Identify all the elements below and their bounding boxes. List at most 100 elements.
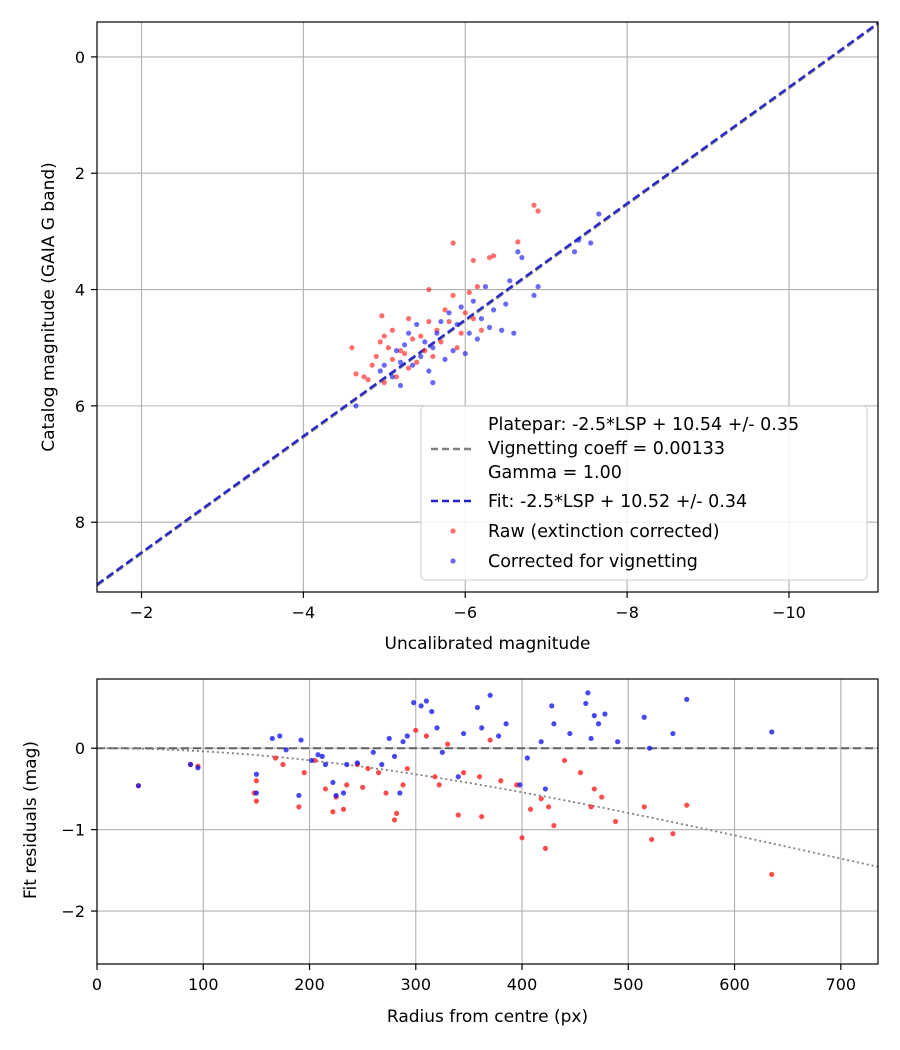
corrected-point xyxy=(283,747,289,753)
raw-point xyxy=(253,778,259,784)
corrected-point xyxy=(602,711,608,717)
raw-point xyxy=(454,345,460,351)
corrected-point xyxy=(187,761,194,768)
corrected-point xyxy=(277,733,283,739)
raw-point xyxy=(438,339,444,345)
raw-point xyxy=(369,362,375,368)
corrected-point xyxy=(531,292,537,298)
corrected-point xyxy=(379,761,385,768)
raw-point xyxy=(296,804,302,810)
raw-point xyxy=(373,353,379,360)
raw-point xyxy=(253,798,259,804)
corrected-point xyxy=(309,757,315,764)
corrected-point xyxy=(344,761,350,768)
raw-point xyxy=(455,812,461,818)
corrected-point xyxy=(538,739,544,745)
raw-point xyxy=(519,835,525,841)
raw-point xyxy=(422,348,428,354)
y-tick-label: 6 xyxy=(75,397,85,416)
raw-point xyxy=(445,741,451,747)
x-tick-label: 700 xyxy=(826,975,857,994)
raw-point xyxy=(397,348,404,354)
x-tick-label: 0 xyxy=(92,975,102,994)
bottom-plot-area xyxy=(97,679,878,964)
raw-point xyxy=(498,778,504,784)
raw-point xyxy=(460,770,467,776)
corrected-point xyxy=(135,783,142,789)
top-x-axis-label: Uncalibrated magnitude xyxy=(385,634,591,654)
corrected-point xyxy=(423,698,430,704)
corrected-point xyxy=(354,760,360,766)
top-axes-frame xyxy=(96,21,879,593)
x-tick-label: 600 xyxy=(719,975,750,994)
x-tick-label: −2 xyxy=(130,603,154,622)
raw-point xyxy=(531,202,537,208)
raw-point xyxy=(423,733,430,739)
raw-point xyxy=(670,831,676,837)
corrected-point xyxy=(585,690,591,696)
raw-point xyxy=(591,786,597,792)
raw-point xyxy=(301,770,307,776)
corrected-point xyxy=(434,330,440,336)
corrected-point xyxy=(551,721,557,727)
corrected-point xyxy=(496,733,502,739)
raw-point xyxy=(527,806,534,812)
raw-point xyxy=(418,333,424,339)
raw-point xyxy=(542,845,549,851)
corrected-point xyxy=(370,749,376,755)
top-fit-lines xyxy=(97,22,878,587)
raw-point xyxy=(577,770,584,776)
raw-point xyxy=(612,818,619,825)
bottom-y-axis-label: Fit residuals (mag) xyxy=(21,741,41,899)
raw-point xyxy=(486,254,493,261)
raw-point xyxy=(401,350,408,357)
x-tick-label: 100 xyxy=(188,975,219,994)
x-tick-label: 200 xyxy=(294,975,325,994)
raw-point xyxy=(394,810,400,816)
corrected-point xyxy=(474,336,480,342)
raw-point xyxy=(535,208,541,214)
raw-point xyxy=(385,345,391,351)
y-tick-label: 8 xyxy=(75,513,85,532)
raw-point xyxy=(379,313,385,319)
corrected-point xyxy=(499,327,505,333)
corrected-point xyxy=(524,755,530,761)
corrected-point xyxy=(353,403,359,409)
legend-entry-raw: Raw (extinction corrected) xyxy=(488,522,720,542)
raw-point xyxy=(377,339,383,345)
raw-point xyxy=(476,774,483,780)
corrected-point xyxy=(517,782,523,788)
corrected-point xyxy=(400,739,406,745)
corrected-point xyxy=(567,730,573,737)
y-tick-label: 4 xyxy=(75,281,85,300)
corrected-point xyxy=(470,298,476,304)
corrected-point xyxy=(439,749,445,755)
corrected-point xyxy=(474,704,481,711)
raw-point xyxy=(446,318,452,325)
corrected-point xyxy=(670,730,676,737)
corrected-point xyxy=(253,771,259,777)
corrected-point xyxy=(296,792,302,799)
raw-point xyxy=(551,822,557,829)
corrected-point xyxy=(430,345,436,351)
bottom-scatter-points xyxy=(135,690,775,878)
raw-point xyxy=(466,289,472,296)
corrected-point xyxy=(434,725,440,731)
corrected-point xyxy=(458,304,464,310)
raw-point xyxy=(414,359,420,365)
corrected-point xyxy=(583,700,589,707)
bottom-reference-lines xyxy=(97,747,878,868)
corrected-point xyxy=(507,278,513,284)
raw-point xyxy=(344,782,350,788)
legend-entry-platepar: Platepar: -2.5*LSP + 10.54 +/- 0.35 xyxy=(488,415,799,435)
legend-entry-vignetting: Vignetting coeff = 0.00133 xyxy=(488,439,725,459)
raw-point xyxy=(349,345,355,351)
raw-point xyxy=(450,292,456,298)
top-y-axis-label: Catalog magnitude (GAIA G band) xyxy=(39,162,59,452)
corrected-point xyxy=(401,342,408,348)
raw-point xyxy=(561,757,568,764)
raw-point xyxy=(545,804,552,810)
corrected-point xyxy=(542,786,549,792)
